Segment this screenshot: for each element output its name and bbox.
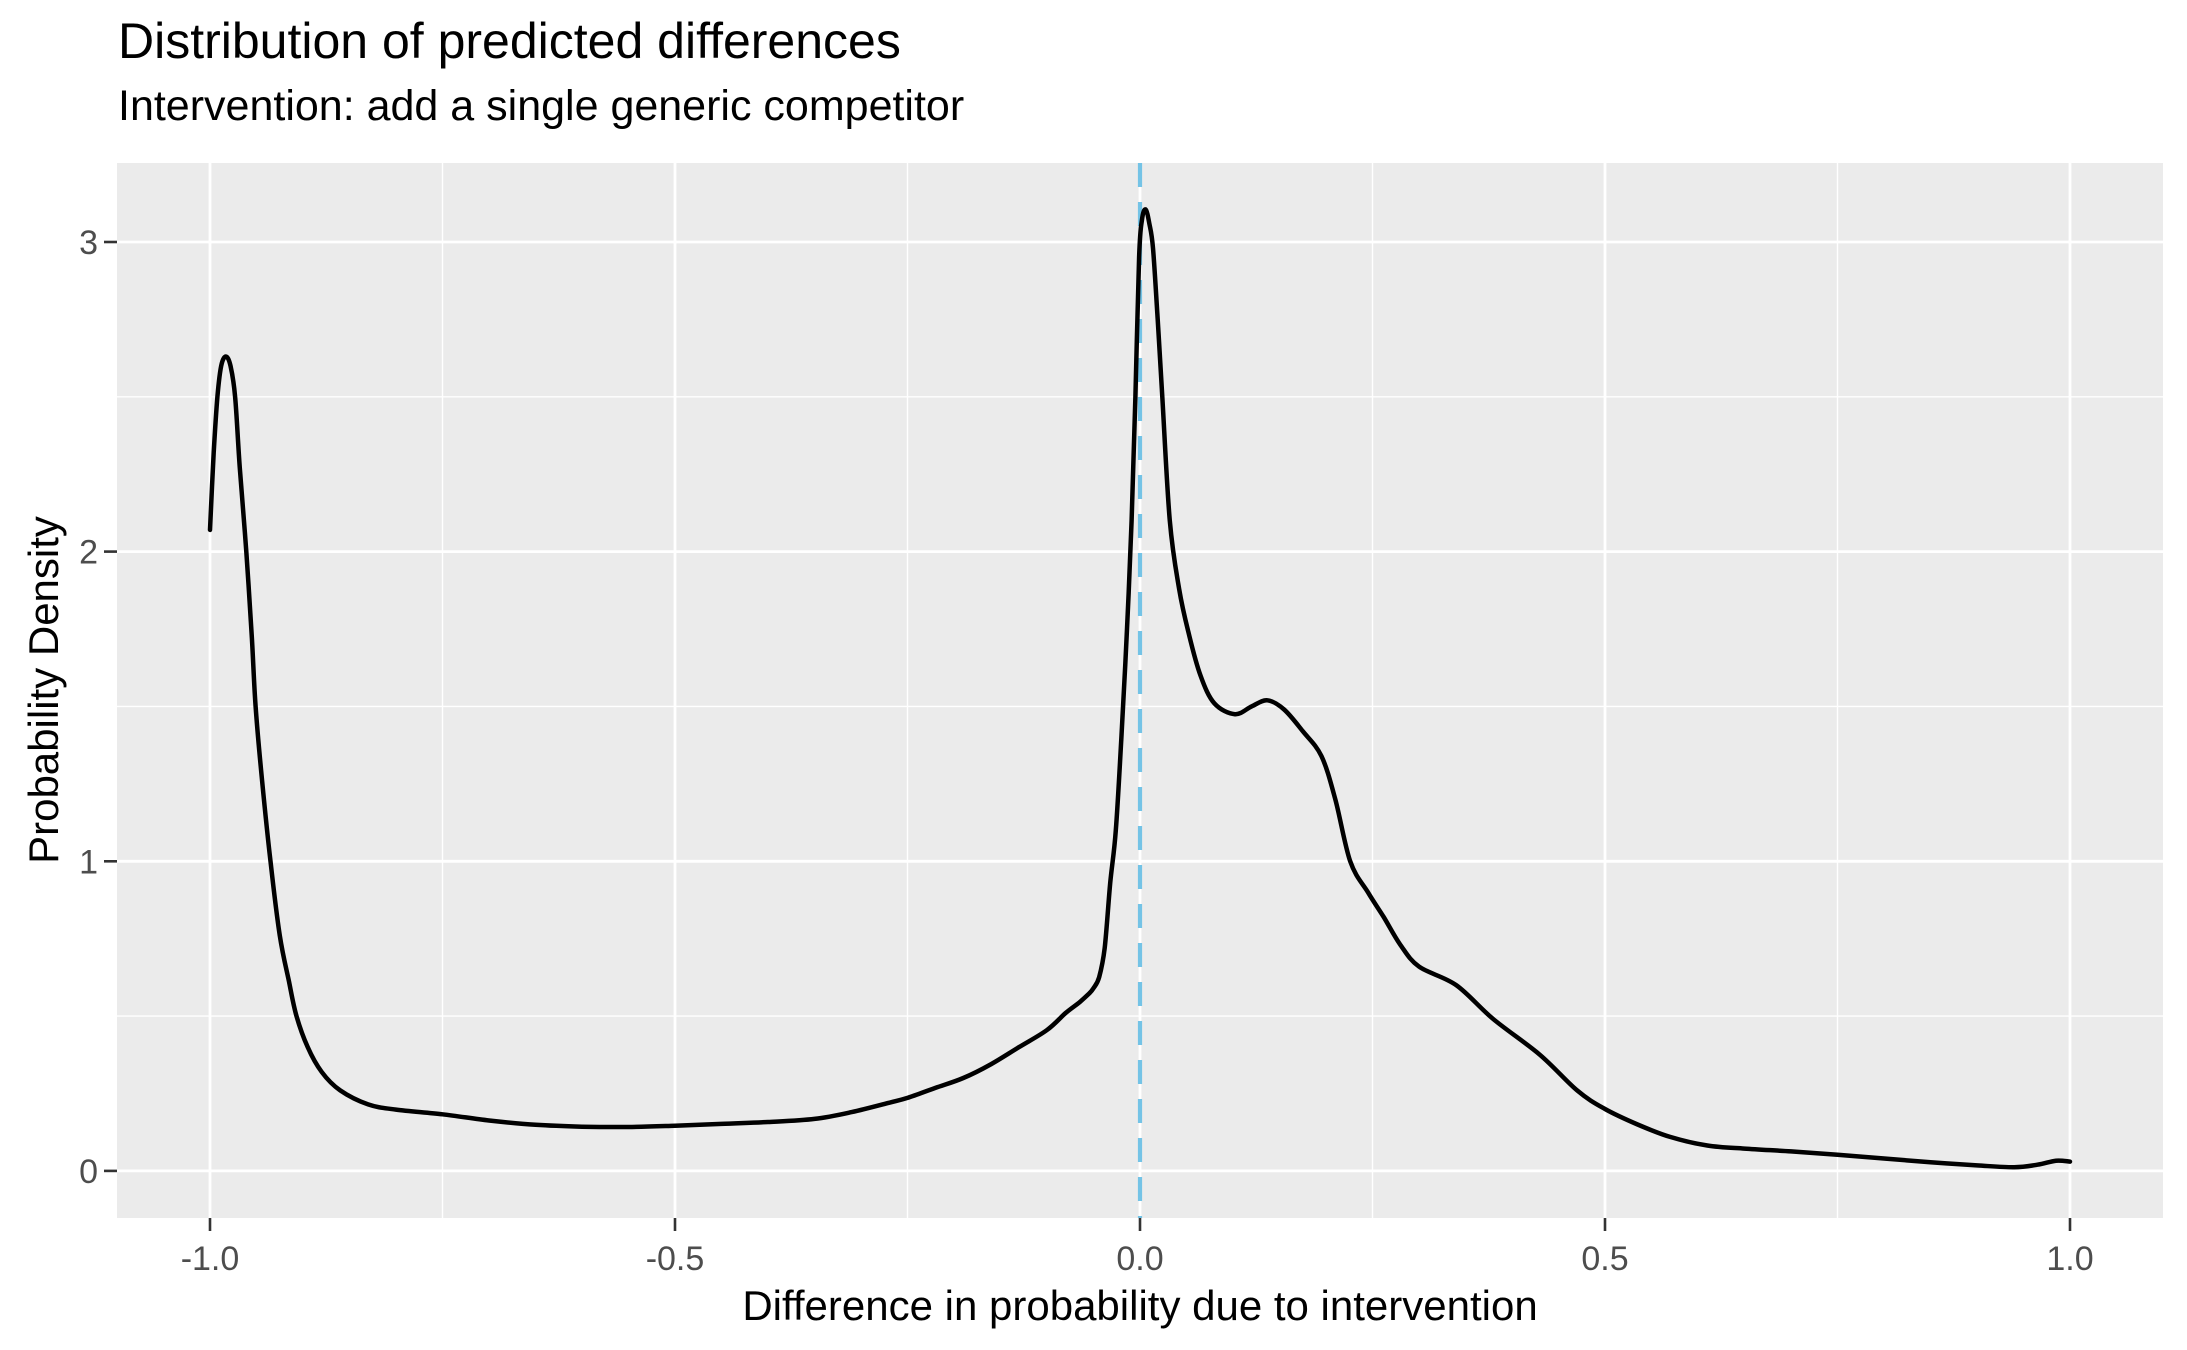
x-tick-labels: -1.0 -0.5 0.0 0.5 1.0 [181, 1240, 2094, 1278]
chart-title: Distribution of predicted differences [118, 13, 901, 69]
y-tick-label: 0 [79, 1153, 98, 1191]
y-tick-label: 3 [79, 224, 98, 262]
x-tick-label: 1.0 [2046, 1240, 2093, 1278]
y-axis-title: Probability Density [20, 516, 67, 864]
x-tick-label: 0.5 [1581, 1240, 1628, 1278]
y-tick-label: 2 [79, 534, 98, 572]
x-tick-label: -1.0 [181, 1240, 240, 1278]
y-tick-label: 1 [79, 843, 98, 881]
density-curve [207, 207, 2073, 1170]
chart-subtitle: Intervention: add a single generic compe… [118, 82, 965, 130]
axis-ticks [104, 240, 2072, 1231]
x-tick-label: -0.5 [646, 1240, 705, 1278]
y-tick-labels: 0 1 2 3 [79, 224, 98, 1191]
x-axis-title: Difference in probability due to interve… [742, 1282, 1538, 1329]
x-tick-label: 0.0 [1116, 1240, 1163, 1278]
